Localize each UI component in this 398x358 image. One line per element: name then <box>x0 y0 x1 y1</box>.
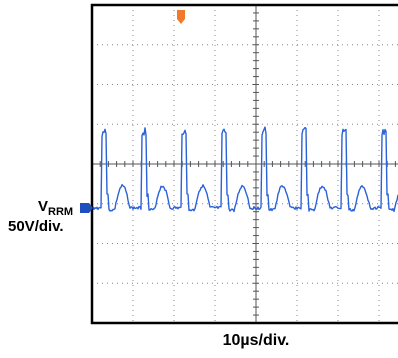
horizontal-scale: 10µs/div. <box>223 332 290 349</box>
channel-symbol: VRRM <box>38 198 73 218</box>
waveform <box>91 126 398 213</box>
channel-subscript: RRM <box>48 206 73 218</box>
vertical-scale: 50V/div. <box>8 218 64 235</box>
channel-symbol-main: V <box>38 198 48 215</box>
trigger-marker <box>177 10 185 24</box>
graticule <box>91 4 398 323</box>
screen-frame <box>90 3 398 325</box>
channel-marker <box>80 203 93 213</box>
